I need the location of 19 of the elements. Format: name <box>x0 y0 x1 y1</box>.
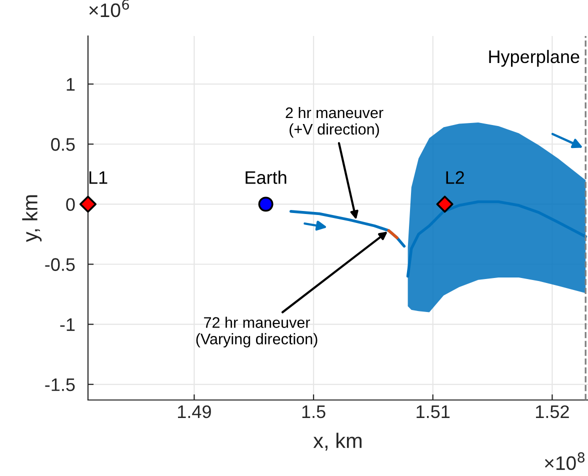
annotation: 2 hr maneuver (+V direction) <box>286 106 384 138</box>
annotation: 72 hr maneuver (Varying direction) <box>196 316 318 348</box>
series-label: Earth <box>246 170 286 184</box>
x-tick-label: 1.52 <box>536 405 569 418</box>
y-tick-label: 0.5 <box>51 138 75 151</box>
y-tick-label: 1 <box>66 78 75 91</box>
series-label: L1 <box>89 171 108 184</box>
y-tick-label: 0 <box>66 198 75 211</box>
text: ×10$^{8}$ <box>544 452 585 470</box>
y-tick-label: -0.5 <box>45 258 75 271</box>
ref-line-label: Hyperplane <box>489 50 580 67</box>
y-tick-label: -1.5 <box>45 378 75 392</box>
y-axis-title: y, km <box>22 195 42 242</box>
x-axis-title: x, km <box>313 432 362 451</box>
x-tick-label: 1.51 <box>416 406 450 418</box>
x-tick-label: 1.5 <box>302 406 326 418</box>
series-label: L2 <box>446 171 464 184</box>
y-tick-label: -1 <box>60 318 75 331</box>
x-tick-label: 1.49 <box>178 405 211 418</box>
